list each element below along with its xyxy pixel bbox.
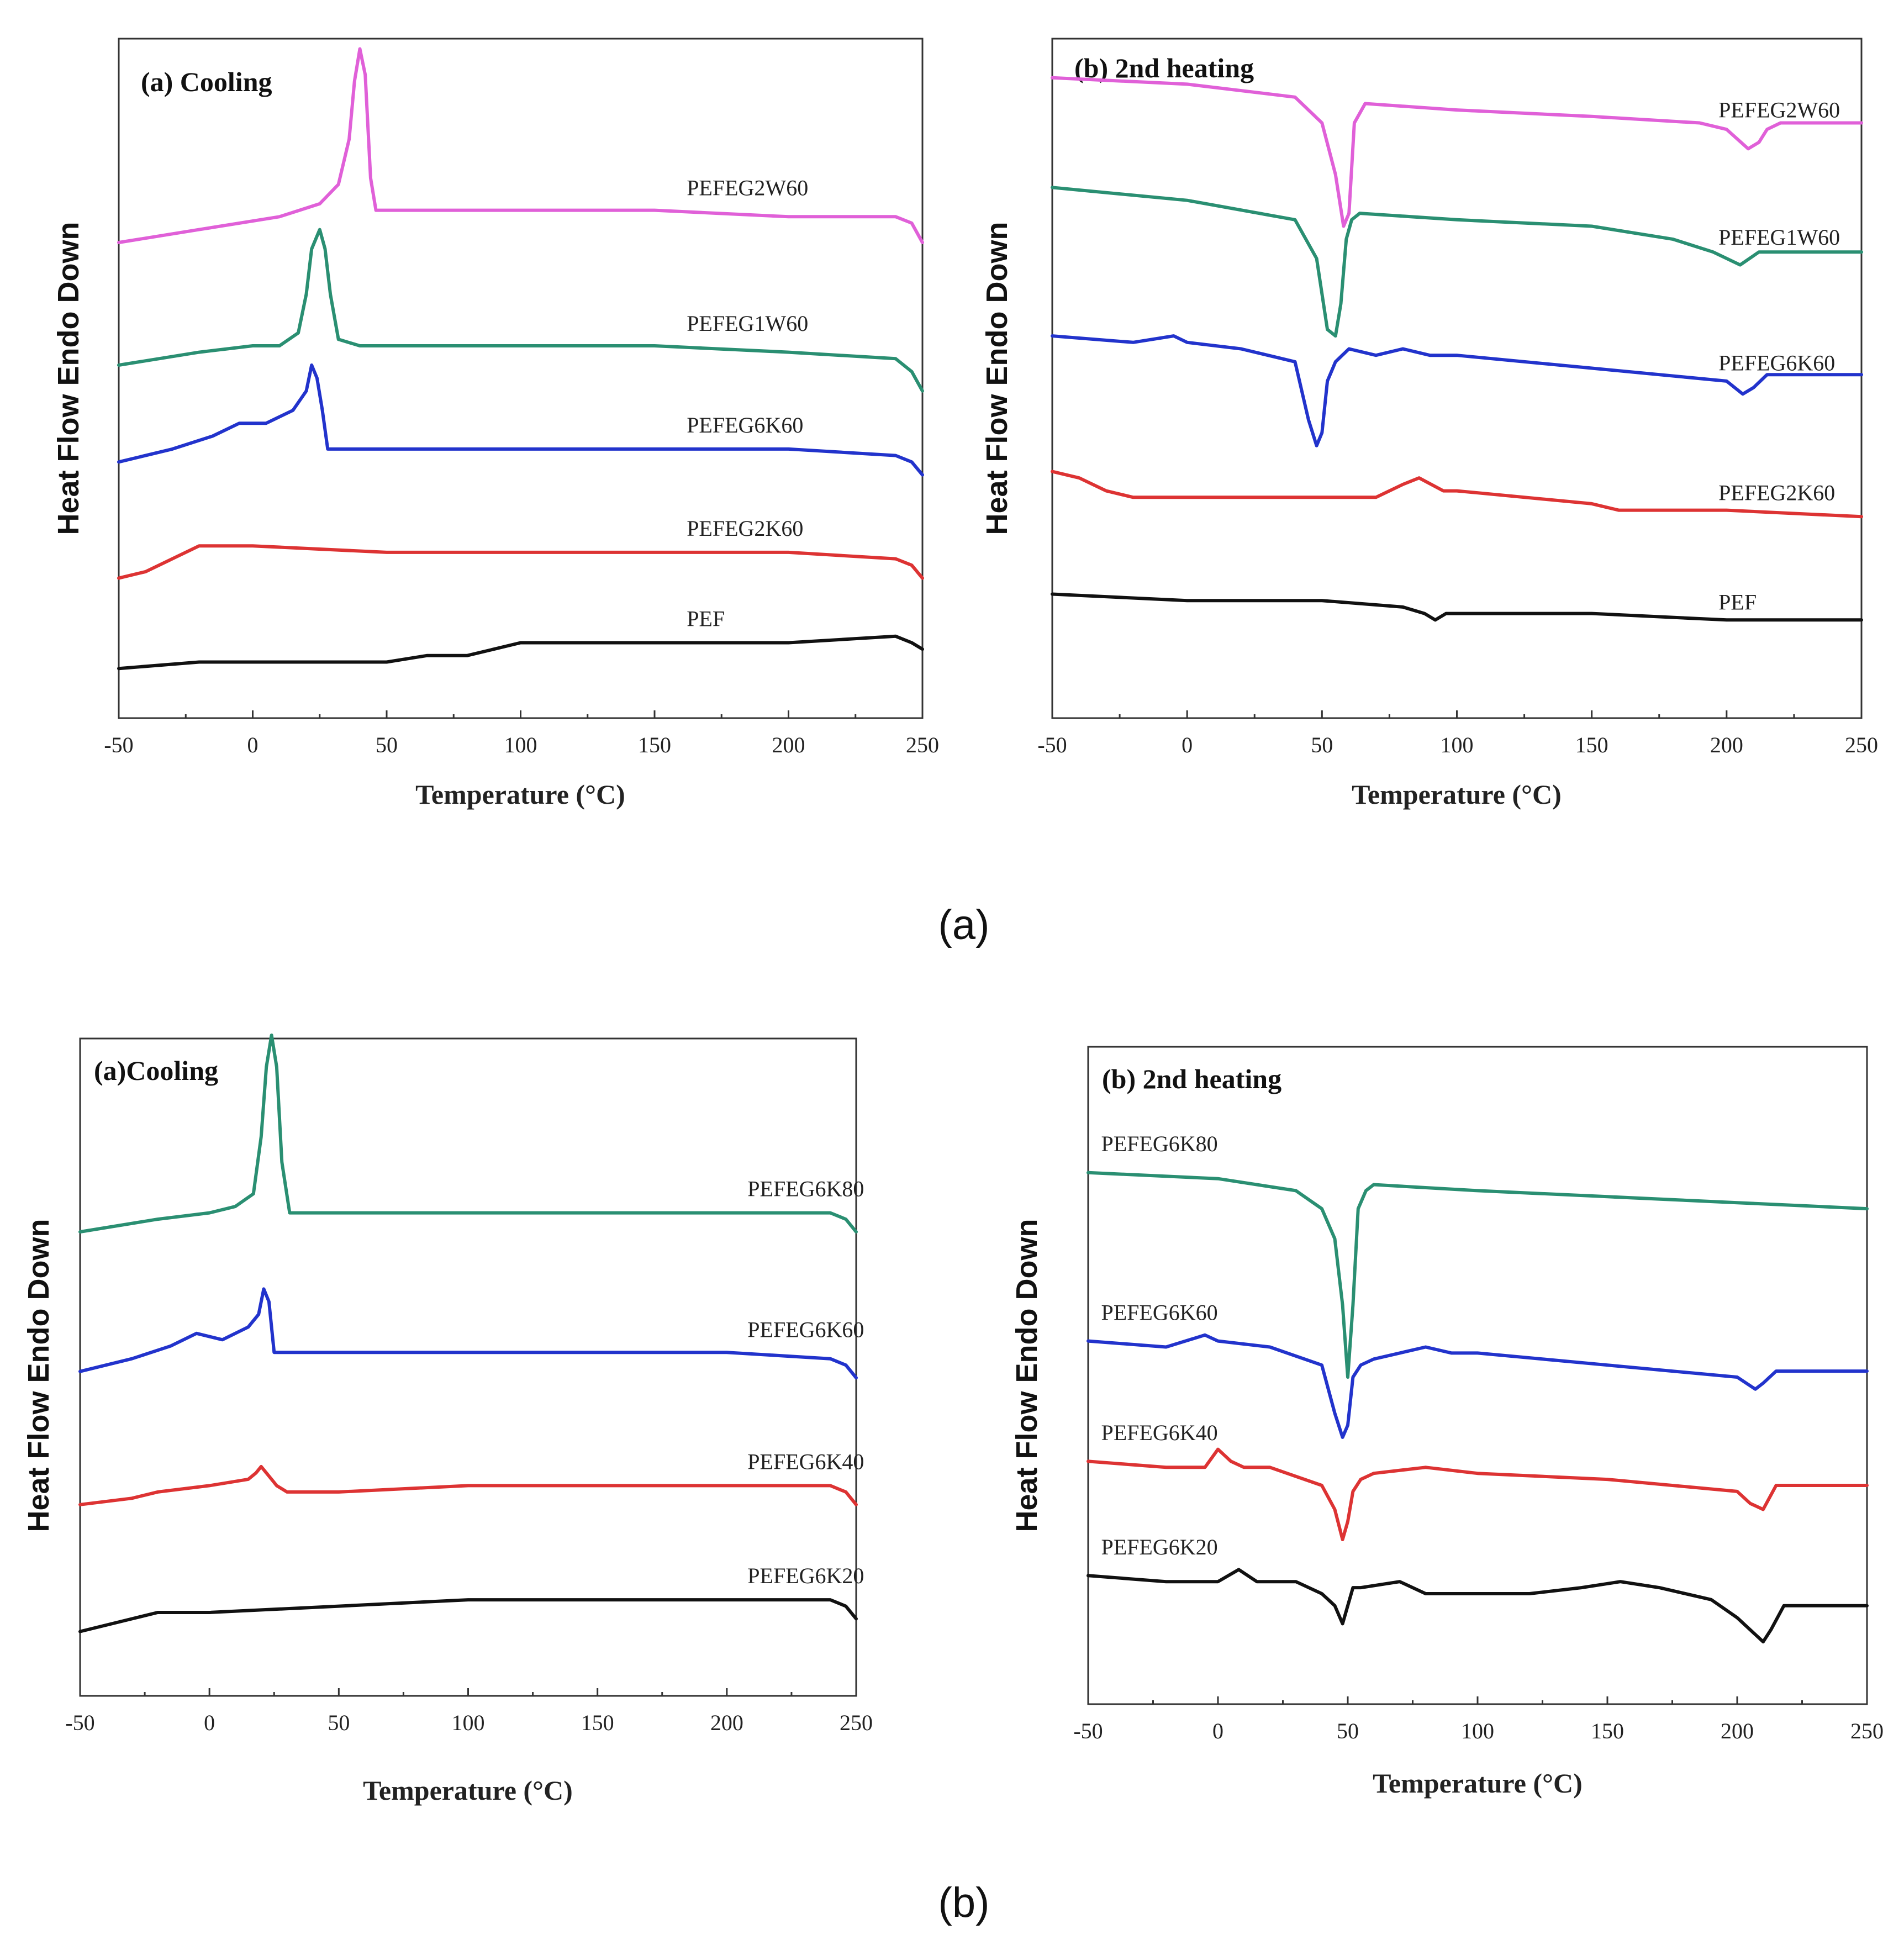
series-line-pefeg2w60 bbox=[117, 47, 924, 244]
series-label-pefeg2w60: PEFEG2W60 bbox=[1718, 98, 1840, 123]
series-label-pefeg6k80: PEFEG6K80 bbox=[1101, 1131, 1218, 1156]
chart-title: (b) 2nd heating bbox=[1074, 52, 1254, 83]
x-tick-label: 250 bbox=[1845, 732, 1878, 757]
series-line-pefeg6k40 bbox=[1087, 1447, 1869, 1541]
series-line-pefeg6k80 bbox=[78, 1034, 858, 1234]
x-tick-label: 150 bbox=[638, 732, 671, 757]
series-line-pefeg2k60 bbox=[117, 544, 924, 580]
series-line-pefeg1w60 bbox=[117, 228, 924, 393]
series-line-pefeg2w60 bbox=[1051, 76, 1863, 228]
x-tick-label: 250 bbox=[1850, 1719, 1884, 1743]
series-line-pefeg6k40 bbox=[78, 1464, 858, 1506]
x-ticks: -50 0 50 100 150 200 250 bbox=[65, 1688, 873, 1735]
series-line-pefeg6k60 bbox=[78, 1287, 858, 1380]
x-tick-label: 100 bbox=[1461, 1719, 1494, 1743]
x-tick-label: 150 bbox=[581, 1710, 614, 1735]
series-line-pef bbox=[117, 634, 924, 671]
x-tick-label: 200 bbox=[710, 1710, 743, 1735]
x-ticks: -50 0 50 100 150 200 250 bbox=[1037, 710, 1878, 757]
series-label-pefeg6k20: PEFEG6K20 bbox=[1101, 1535, 1218, 1559]
series-label-pefeg6k60: PEFEG6K60 bbox=[687, 413, 803, 438]
x-ticks: -50 0 50 100 150 200 250 bbox=[1073, 1696, 1884, 1743]
x-axis-label: Temperature (°C) bbox=[415, 779, 625, 810]
chart-title: (a) Cooling bbox=[141, 66, 272, 97]
y-axis-label: Heat Flow Endo Down bbox=[1010, 1219, 1043, 1532]
series-label-pefeg6k40: PEFEG6K40 bbox=[1101, 1420, 1218, 1445]
series-line-pefeg6k60 bbox=[117, 363, 924, 477]
x-tick-label: 200 bbox=[1721, 1719, 1754, 1743]
x-tick-label: 50 bbox=[1311, 732, 1333, 757]
x-tick-label: -50 bbox=[1073, 1719, 1103, 1743]
x-axis-label: Temperature (°C) bbox=[1352, 779, 1562, 810]
x-tick-label: 250 bbox=[840, 1710, 873, 1735]
series-label-pefeg1w60: PEFEG1W60 bbox=[1718, 225, 1840, 250]
series-group: PEFEG2W60 PEFEG1W60 PEFEG6K60 PEFEG2K60 PEF bbox=[1051, 76, 1863, 622]
series-label-pef: PEF bbox=[1718, 590, 1757, 615]
series-label-pefeg2k60: PEFEG2K60 bbox=[1718, 481, 1835, 505]
series-line-pefeg6k20 bbox=[78, 1598, 858, 1633]
y-axis-label: Heat Flow Endo Down bbox=[22, 1219, 55, 1532]
x-tick-label: 200 bbox=[772, 732, 805, 757]
x-tick-label: 150 bbox=[1591, 1719, 1624, 1743]
y-axis-label: Heat Flow Endo Down bbox=[52, 222, 85, 535]
series-label-pefeg2k60: PEFEG2K60 bbox=[687, 516, 803, 541]
plot-frame bbox=[118, 38, 924, 719]
caption-a: (a) bbox=[938, 902, 990, 948]
x-tick-label: -50 bbox=[65, 1710, 94, 1735]
x-axis-label: Temperature (°C) bbox=[363, 1775, 573, 1806]
series-group: PEFEG6K80 PEFEG6K60 PEFEG6K40 PEFEG6K20 bbox=[1087, 1131, 1869, 1644]
series-line-pefeg6k80 bbox=[1087, 1171, 1869, 1379]
plot-frame bbox=[79, 1037, 857, 1697]
series-label-pefeg6k20: PEFEG6K20 bbox=[747, 1563, 864, 1588]
caption-b: (b) bbox=[938, 1879, 990, 1926]
x-tick-label: 200 bbox=[1710, 732, 1743, 757]
chart-bottom-cooling: (a)Cooling Heat Flow Endo Down Temperatu… bbox=[22, 1034, 873, 1806]
series-label-pefeg1w60: PEFEG1W60 bbox=[687, 311, 808, 336]
x-ticks: -50 0 50 100 150 200 250 bbox=[104, 710, 939, 757]
x-tick-label: 0 bbox=[1212, 1719, 1223, 1743]
chart-top-heating: (b) 2nd heating Heat Flow Endo Down Temp… bbox=[980, 38, 1878, 810]
chart-bottom-heating: (b) 2nd heating Heat Flow Endo Down Temp… bbox=[1010, 1046, 1884, 1799]
series-label-pefeg6k60: PEFEG6K60 bbox=[747, 1317, 864, 1342]
x-tick-label: 0 bbox=[247, 732, 259, 757]
x-tick-label: 100 bbox=[504, 732, 537, 757]
series-label-pefeg6k40: PEFEG6K40 bbox=[747, 1449, 864, 1474]
chart-title: (a)Cooling bbox=[94, 1055, 218, 1086]
series-line-pefeg6k20 bbox=[1087, 1568, 1869, 1644]
chart-title: (b) 2nd heating bbox=[1102, 1063, 1281, 1094]
series-label-pef: PEF bbox=[687, 606, 725, 631]
x-tick-label: 50 bbox=[376, 732, 398, 757]
series-line-pefeg6k60 bbox=[1051, 334, 1863, 447]
y-axis-label: Heat Flow Endo Down bbox=[980, 222, 1014, 535]
series-label-pefeg6k80: PEFEG6K80 bbox=[747, 1177, 864, 1201]
series-line-pefeg2k60 bbox=[1051, 470, 1863, 519]
series-label-pefeg6k60: PEFEG6K60 bbox=[1101, 1300, 1218, 1325]
x-tick-label: 150 bbox=[1575, 732, 1608, 757]
x-axis-label: Temperature (°C) bbox=[1373, 1768, 1583, 1799]
x-tick-label: -50 bbox=[1037, 732, 1067, 757]
series-line-pefeg1w60 bbox=[1051, 186, 1863, 338]
x-tick-label: 50 bbox=[1337, 1719, 1359, 1743]
x-tick-label: 100 bbox=[452, 1710, 485, 1735]
x-tick-label: 0 bbox=[1182, 732, 1193, 757]
x-tick-label: 250 bbox=[906, 732, 939, 757]
series-line-pefeg6k60 bbox=[1087, 1333, 1869, 1439]
chart-top-cooling: (a) Cooling Heat Flow Endo Down Temperat… bbox=[52, 38, 939, 810]
x-tick-label: 0 bbox=[204, 1710, 215, 1735]
series-label-pefeg2w60: PEFEG2W60 bbox=[687, 175, 808, 200]
series-line-pef bbox=[1051, 592, 1863, 622]
series-group: PEFEG6K80 PEFEG6K60 PEFEG6K40 PEFEG6K20 bbox=[78, 1034, 864, 1633]
series-group: PEFEG2W60 PEFEG1W60 PEFEG6K60 PEFEG2K60 PEF bbox=[117, 47, 924, 671]
x-tick-label: -50 bbox=[104, 732, 133, 757]
series-label-pefeg6k60: PEFEG6K60 bbox=[1718, 351, 1835, 376]
x-tick-label: 50 bbox=[328, 1710, 350, 1735]
x-tick-label: 100 bbox=[1441, 732, 1474, 757]
